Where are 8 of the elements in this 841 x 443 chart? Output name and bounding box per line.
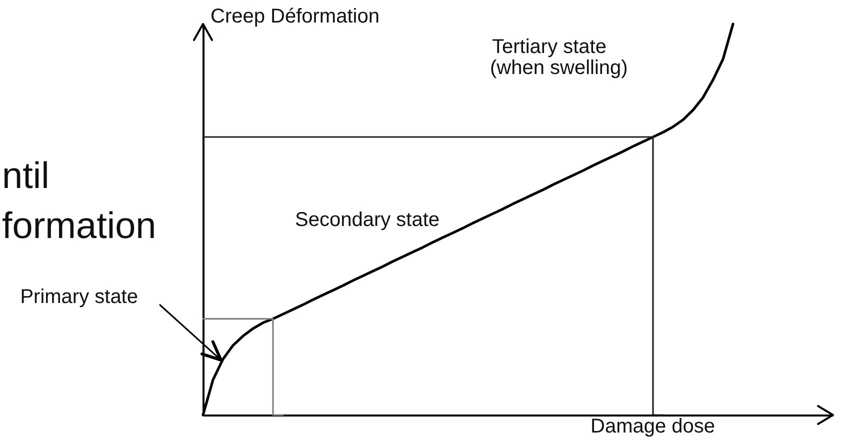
annotation: (when swelling)	[490, 57, 628, 79]
x-axis-title: Damage dose	[590, 416, 716, 438]
annotation: Secondary state	[295, 209, 440, 231]
y-axis-title: Creep Déformation	[210, 6, 380, 28]
annotation: Tertiary state	[492, 36, 606, 58]
text: Primary state	[20, 286, 138, 308]
text: ntil	[2, 155, 50, 196]
text: formation	[2, 205, 156, 246]
